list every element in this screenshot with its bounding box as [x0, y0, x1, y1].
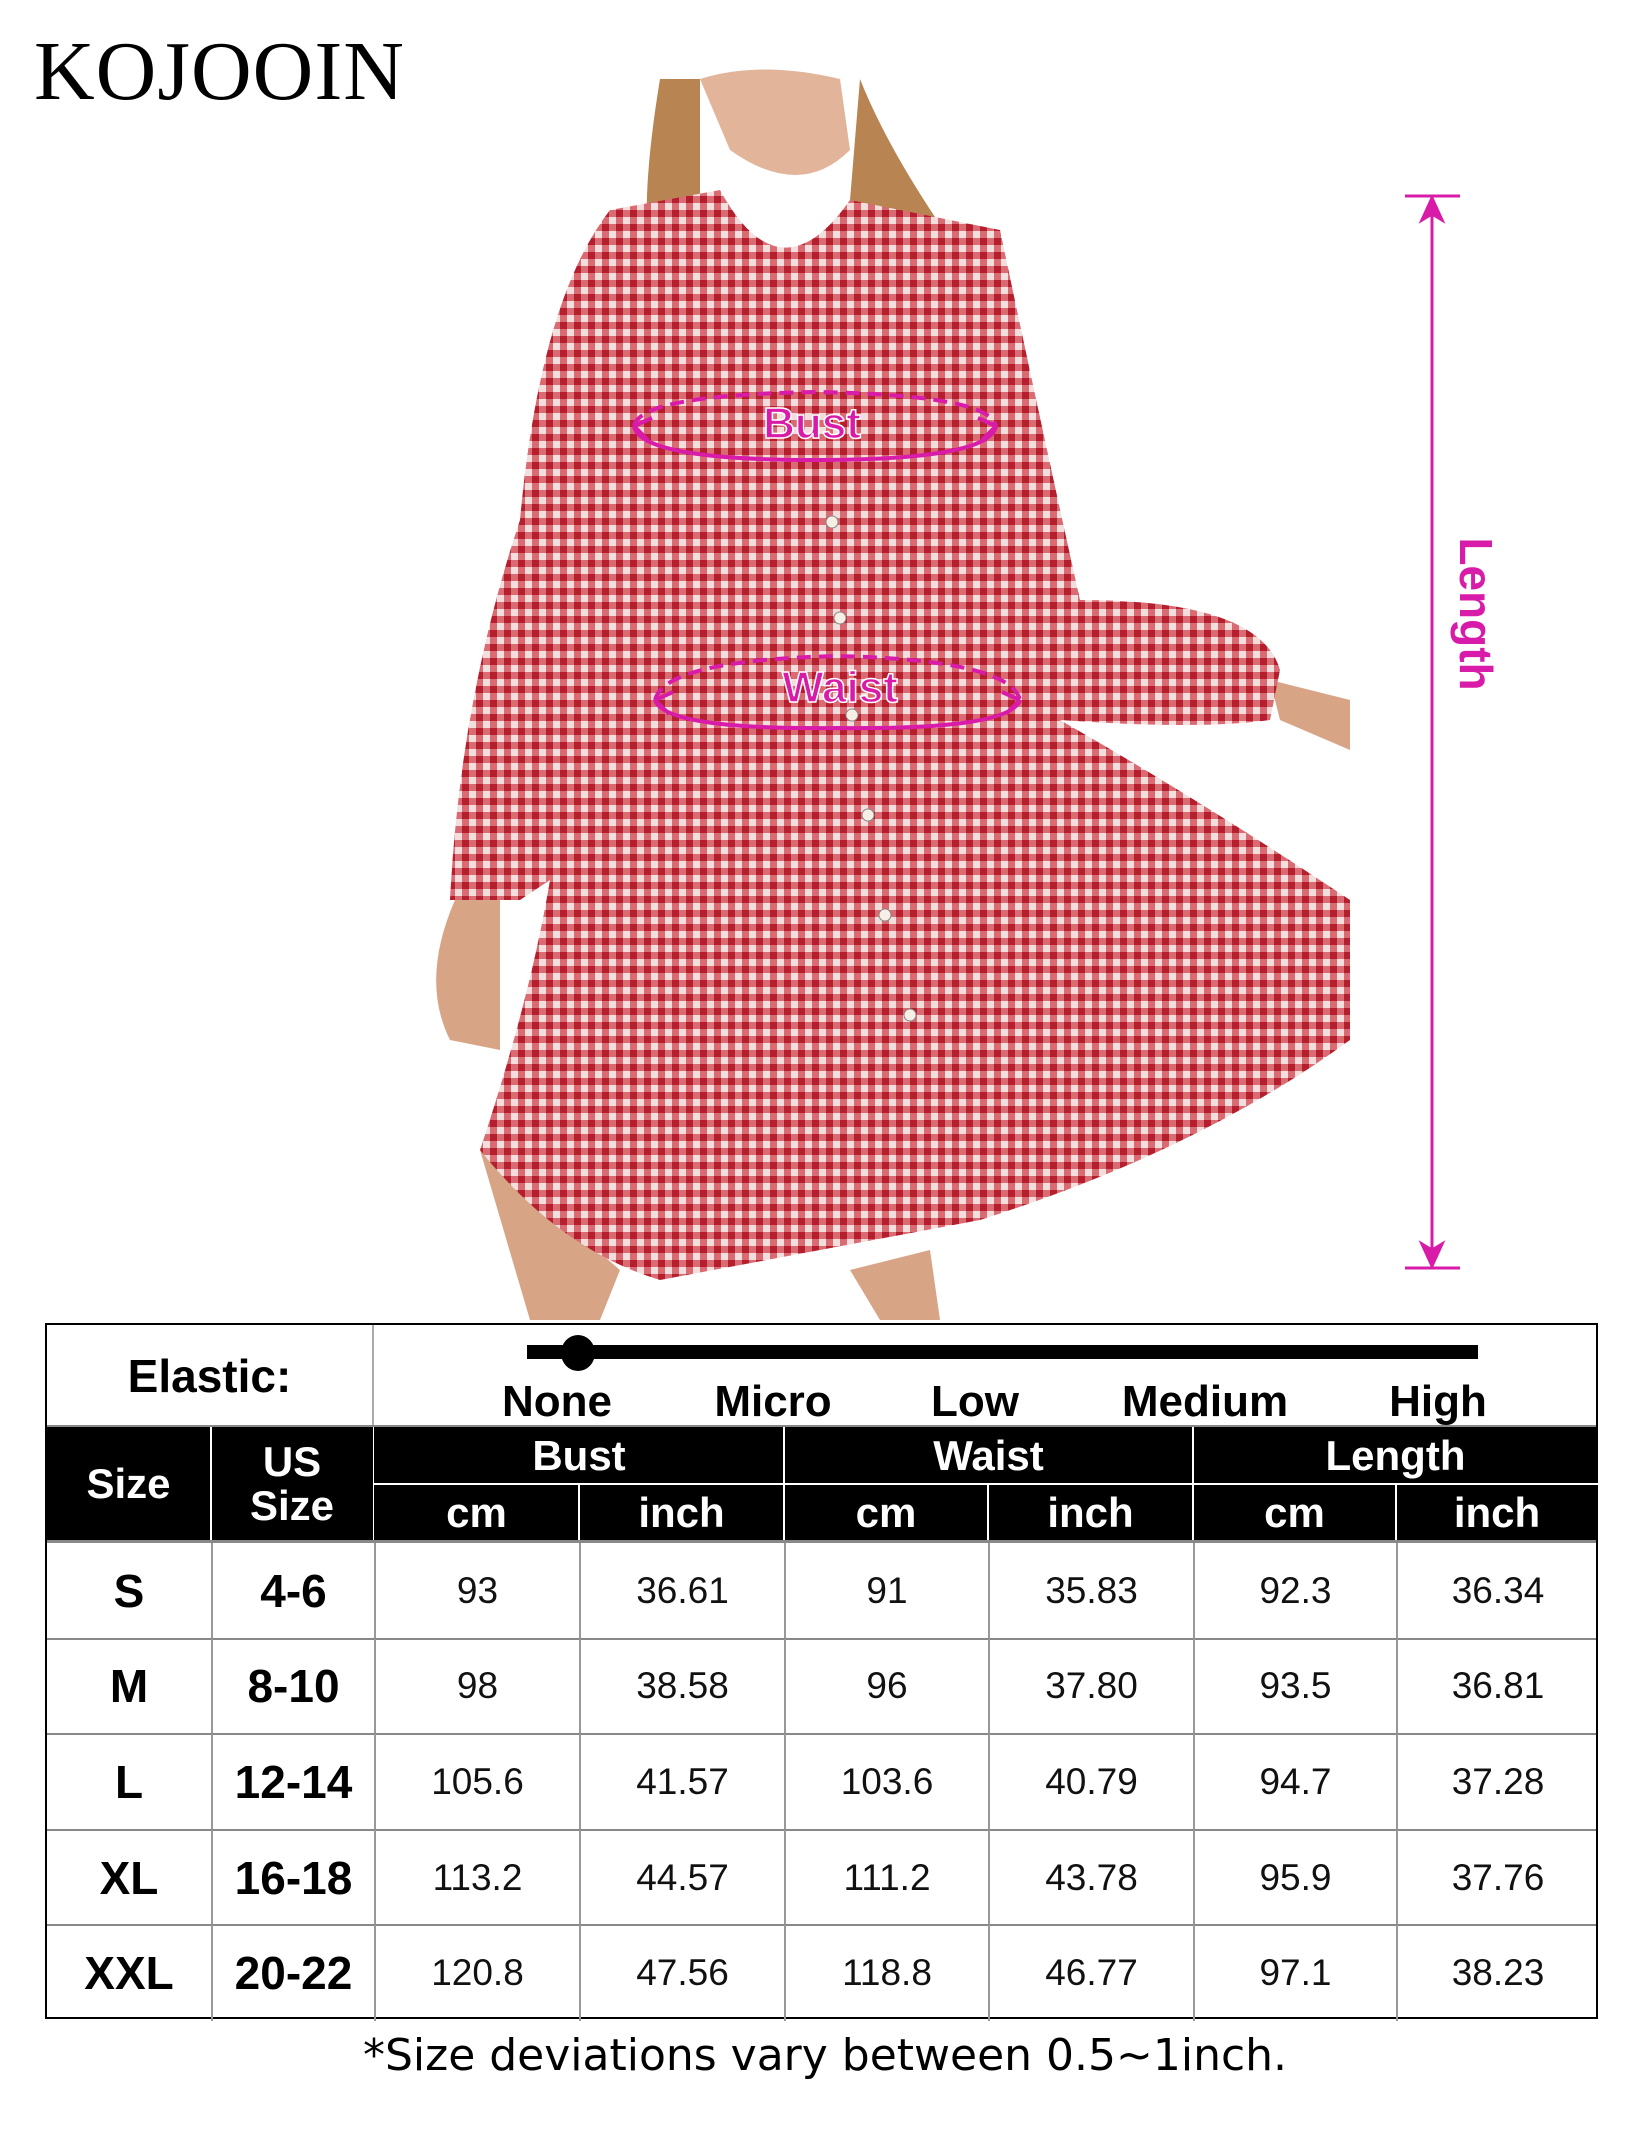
table-cell: 43.78 [988, 1829, 1193, 1926]
table-row: S 4-6 93 36.61 91 35.83 92.3 36.34 [47, 1543, 1598, 1640]
table-row: L 12-14 105.6 41.57 103.6 40.79 94.7 37.28 [47, 1734, 1598, 1831]
table-cell: 40.79 [988, 1734, 1193, 1830]
waist-measure-icon [653, 653, 1022, 731]
table-cell: 103.6 [784, 1734, 988, 1830]
table-cell: XL [99, 1851, 159, 1904]
elastic-scale: None Micro Low Medium High [374, 1325, 1598, 1427]
table-cell: 46.77 [988, 1925, 1193, 2021]
table-cell: 37.28 [1396, 1734, 1598, 1830]
elastic-label: Elastic: [127, 1350, 292, 1402]
header-length-cm: cm [1193, 1485, 1396, 1541]
table-cell: 20-22 [211, 1925, 374, 2021]
header-size: Size [47, 1427, 210, 1541]
table-cell: 44.57 [579, 1829, 784, 1926]
table-cell: S [113, 1564, 145, 1617]
table-row: XXL 20-22 120.8 47.56 118.8 46.77 97.1 38.23 [47, 1925, 1596, 2021]
table-cell: 111.2 [784, 1829, 988, 1926]
elastic-level-micro: Micro [714, 1377, 832, 1426]
model-figure [436, 69, 1351, 1320]
length-label: Length [1450, 537, 1502, 690]
table-row: XL 16-18 113.2 44.57 111.2 43.78 95.9 37.76 [47, 1829, 1598, 1927]
table-cell: 36.81 [1396, 1638, 1598, 1735]
header-bust-cm: cm [374, 1485, 579, 1541]
header-waist-cm: cm [784, 1485, 988, 1541]
table-cell: 97.1 [1193, 1925, 1396, 2021]
header-bust-inch: inch [579, 1485, 784, 1541]
table-cell: 113.2 [374, 1829, 579, 1926]
header-length: Length [1193, 1427, 1598, 1484]
table-cell: 37.80 [988, 1638, 1193, 1735]
elastic-slider-track [527, 1345, 1478, 1359]
table-cell: XXL [84, 1947, 174, 2000]
table-cell: 92.3 [1193, 1543, 1396, 1639]
table-cell: L [114, 1755, 144, 1808]
table-cell: 35.83 [988, 1543, 1193, 1639]
table-cell: 94.7 [1193, 1734, 1396, 1830]
table-cell: 93 [374, 1543, 579, 1639]
table-row: M 8-10 98 38.58 96 37.80 93.5 36.81 [47, 1638, 1598, 1736]
table-cell: 98 [374, 1638, 579, 1735]
table-cell: 41.57 [579, 1734, 784, 1830]
header-bust: Bust [374, 1427, 784, 1484]
elastic-level-medium: Medium [1121, 1377, 1289, 1426]
table-cell: 91 [784, 1543, 988, 1639]
table-cell: 36.61 [579, 1543, 784, 1639]
table-cell: 120.8 [374, 1925, 579, 2021]
header-us-size: US Size [211, 1427, 373, 1541]
table-cell: 38.58 [579, 1638, 784, 1735]
header-waist: Waist [784, 1427, 1193, 1484]
table-cell: 16-18 [211, 1829, 374, 1926]
size-chart-table: Elastic: None Micro Low Medium High Size… [45, 1323, 1598, 2021]
length-arrow-icon [1405, 194, 1460, 1270]
table-cell: 8-10 [211, 1638, 374, 1735]
header-waist-inch: inch [988, 1485, 1193, 1541]
table-cell: 12-14 [211, 1734, 374, 1830]
header-us-line1: US [262, 1437, 322, 1485]
elastic-slider-knob [561, 1335, 595, 1371]
brand-logo: KOJOOIN [34, 25, 405, 118]
waist-label: Waist [782, 663, 898, 712]
elastic-level-none: None [502, 1377, 612, 1426]
header-us-line2: Size [249, 1482, 335, 1529]
table-cell: 47.56 [579, 1925, 784, 2021]
elastic-label-cell: Elastic: [47, 1325, 372, 1427]
table-cell: 4-6 [211, 1543, 374, 1639]
bust-measure-icon [632, 389, 998, 463]
table-cell: 95.9 [1193, 1829, 1396, 1926]
table-cell: 96 [784, 1638, 988, 1735]
model-photo: Bust Waist Length [436, 69, 1502, 1320]
table-cell: 36.34 [1396, 1543, 1598, 1639]
header-length-inch: inch [1396, 1485, 1598, 1541]
table-cell: 93.5 [1193, 1638, 1396, 1735]
size-footnote: *Size deviations vary between 0.5~1inch. [362, 2030, 1288, 2081]
table-cell: 105.6 [374, 1734, 579, 1830]
table-cell: 118.8 [784, 1925, 988, 2021]
table-cell: 38.23 [1396, 1925, 1598, 2021]
table-cell: M [109, 1660, 149, 1713]
elastic-level-low: Low [931, 1377, 1019, 1426]
bust-label: Bust [763, 399, 861, 448]
elastic-level-high: High [1389, 1377, 1487, 1426]
table-cell: 37.76 [1396, 1829, 1598, 1926]
